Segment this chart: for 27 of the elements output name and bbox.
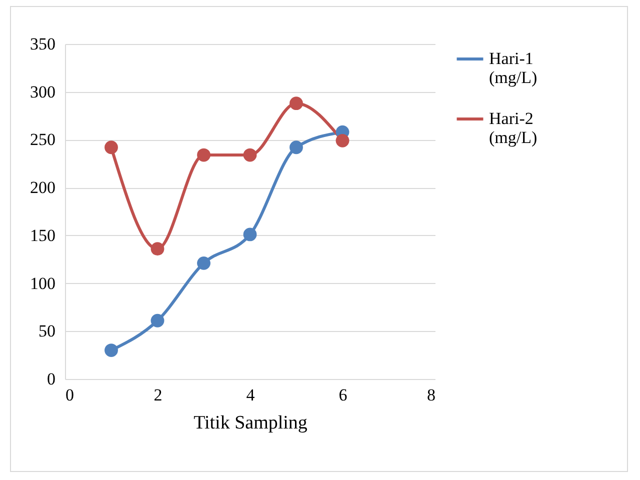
point [150,242,164,256]
point [104,344,118,357]
y-tick-label: 300 [30,82,56,102]
point [336,134,350,148]
x-tick-label: 8 [427,386,436,404]
x-tick-label: 4 [246,386,256,404]
y-tick-label: 50 [38,322,56,341]
x-tick-label: 0 [66,386,74,404]
point [290,96,303,110]
point [104,140,118,154]
point [197,256,210,270]
y-tick-label: 0 [47,370,56,388]
legend-label: Hari-1 (mg/L) [489,49,538,87]
point [150,314,164,328]
y-tick-label: 200 [30,178,56,198]
x-tick-label: 6 [338,386,348,404]
y-tick-label: 250 [30,130,56,150]
x-tick-label: 2 [154,386,162,404]
point [243,228,257,242]
point [197,148,210,162]
point [290,140,303,154]
y-tick-label: 150 [30,226,56,245]
y-tick-label: 350 [30,34,56,54]
point [243,148,257,162]
legend-label: Hari-2 (mg/L) [489,109,538,147]
x-axis-title: Titik Sampling [194,412,308,434]
y-tick-label: 100 [30,274,56,293]
